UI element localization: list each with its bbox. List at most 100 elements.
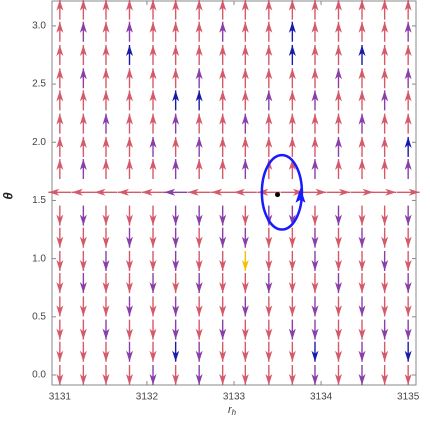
- vector-arrow: [126, 296, 134, 317]
- arrow-head: [56, 328, 64, 340]
- arrow-head: [102, 282, 110, 294]
- vector-arrow: [56, 90, 64, 111]
- arrow-head: [126, 214, 134, 226]
- arrow-head: [404, 373, 412, 385]
- vector-arrow: [381, 159, 389, 180]
- vector-arrow: [79, 250, 87, 271]
- arrow-head: [241, 350, 249, 362]
- arrow-head: [334, 328, 342, 340]
- vector-arrow: [311, 68, 319, 89]
- vector-arrow: [265, 21, 273, 42]
- vector-arrow: [149, 113, 157, 134]
- arrow-head: [126, 282, 134, 294]
- vector-arrow: [195, 341, 203, 362]
- arrow-head: [265, 373, 273, 385]
- vector-arrow: [265, 250, 273, 271]
- vector-arrow: [172, 0, 180, 20]
- arrow-head: [311, 44, 319, 56]
- arrow-head: [79, 259, 87, 271]
- arrow-head: [265, 136, 273, 148]
- arrow-head: [358, 136, 366, 148]
- vector-arrow: [241, 159, 249, 180]
- arrow-head: [149, 0, 157, 11]
- arrow-head: [102, 0, 110, 11]
- arrow-head: [288, 0, 296, 11]
- arrow-head: [56, 350, 64, 362]
- vector-arrow: [381, 68, 389, 89]
- vector-arrow: [311, 273, 319, 294]
- vector-arrow: [102, 364, 110, 385]
- arrow-head: [219, 113, 227, 125]
- vector-arrow: [241, 0, 249, 20]
- arrow-head: [195, 90, 203, 102]
- arrow-head: [126, 259, 134, 271]
- arrow-head: [195, 328, 203, 340]
- vector-arrow: [56, 68, 64, 89]
- vector-arrow: [219, 90, 227, 111]
- y-tick-label: 3.0: [32, 21, 46, 32]
- arrow-head: [195, 113, 203, 125]
- arrow-head: [149, 350, 157, 362]
- vector-arrow: [404, 0, 412, 20]
- vector-arrow: [172, 159, 180, 180]
- arrow-head: [149, 113, 157, 125]
- orbit-arrow: [295, 187, 306, 203]
- arrow-head: [362, 188, 374, 196]
- vector-arrow: [195, 113, 203, 134]
- vector-arrow: [334, 68, 342, 89]
- arrow-head: [334, 90, 342, 102]
- vector-arrow: [404, 113, 412, 134]
- arrow-head: [334, 305, 342, 317]
- arrow-head: [241, 90, 249, 102]
- vector-arrow: [404, 90, 412, 111]
- vector-arrow: [334, 341, 342, 362]
- arrow-head: [381, 350, 389, 362]
- vector-arrow: [219, 136, 227, 157]
- arrow-head: [195, 305, 203, 317]
- arrow-head: [219, 282, 227, 294]
- arrow-head: [48, 188, 60, 196]
- vector-arrow: [334, 319, 342, 340]
- vector-arrow: [311, 44, 319, 65]
- vector-arrow: [56, 250, 64, 271]
- arrow-head: [172, 159, 180, 171]
- vector-arrow: [172, 90, 180, 111]
- vector-arrow: [211, 188, 235, 196]
- arrow-head: [126, 328, 134, 340]
- vector-arrow: [79, 0, 87, 20]
- vector-arrow: [381, 273, 389, 294]
- arrow-head: [149, 90, 157, 102]
- vector-arrow: [126, 159, 134, 180]
- arrow-head: [241, 136, 249, 148]
- arrow-head: [334, 136, 342, 148]
- vector-arrow: [311, 364, 319, 385]
- arrow-head: [102, 259, 110, 271]
- vector-arrow: [288, 0, 296, 20]
- vector-arrow: [381, 250, 389, 271]
- arrow-head: [94, 188, 106, 196]
- arrow-head: [241, 68, 249, 80]
- arrow-head: [311, 0, 319, 11]
- arrow-head: [311, 259, 319, 271]
- vector-arrow: [102, 113, 110, 134]
- vector-arrow: [195, 227, 203, 248]
- arrow-head: [79, 282, 87, 294]
- arrow-head: [172, 328, 180, 340]
- y-tick-label: 1.5: [32, 195, 46, 206]
- vector-arrow: [288, 364, 296, 385]
- vector-arrow: [288, 227, 296, 248]
- arrow-head: [358, 328, 366, 340]
- arrow-head: [56, 0, 64, 11]
- arrow-head: [381, 305, 389, 317]
- arrow-head: [219, 259, 227, 271]
- arrow-head: [126, 68, 134, 80]
- vector-arrow: [79, 341, 87, 362]
- vector-arrow: [126, 227, 134, 248]
- vector-arrow: [79, 44, 87, 65]
- vector-arrow: [187, 188, 211, 196]
- vector-arrow: [48, 188, 72, 196]
- arrow-head: [404, 282, 412, 294]
- arrow-head: [311, 214, 319, 226]
- vector-arrow: [149, 341, 157, 362]
- arrow-head: [381, 373, 389, 385]
